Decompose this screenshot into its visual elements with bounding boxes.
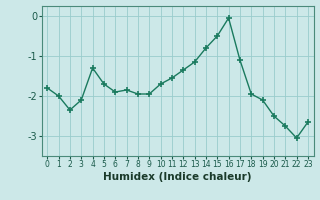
X-axis label: Humidex (Indice chaleur): Humidex (Indice chaleur) [103,172,252,182]
